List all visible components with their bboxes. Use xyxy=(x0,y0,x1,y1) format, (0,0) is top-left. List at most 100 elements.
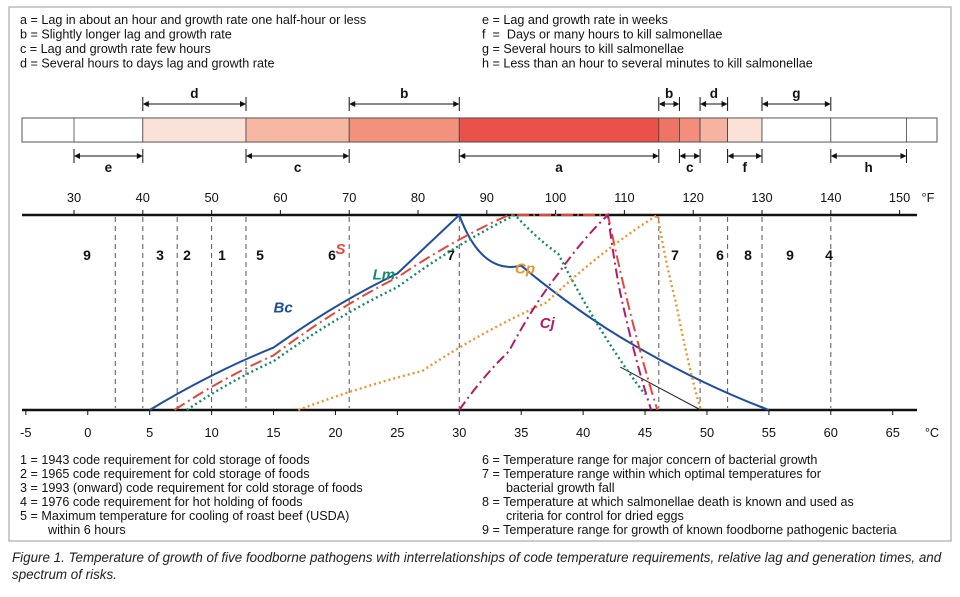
c-tick-label-5: 5 xyxy=(146,425,153,440)
note-2: 2 = 1965 code requirement for cold stora… xyxy=(20,467,310,481)
c-tick-label-65: 65 xyxy=(886,425,900,440)
ref-label-11: 4 xyxy=(825,247,833,263)
bottom-arrow-5-head-right xyxy=(900,153,907,159)
bottom-arrow-3-head-left xyxy=(679,153,686,159)
top-arrow-2-label: b xyxy=(665,86,673,101)
top-arrow-0-head-left xyxy=(142,101,149,107)
curve-cj xyxy=(458,212,653,411)
figure-caption: Figure 1. Temperature of growth of five … xyxy=(12,550,942,582)
black-cooling-line xyxy=(620,366,702,411)
bottom-arrow-5-label: h xyxy=(865,160,873,175)
temperature-axes: 30 40 50 60 70 80 90 100 110 120 130 140 150 °F-5 0 5 10… xyxy=(20,190,939,440)
c-tick-label-30: 30 xyxy=(452,425,466,440)
bottom-arrow-5: h xyxy=(830,149,907,175)
ref-label-6: 7 xyxy=(447,247,455,263)
legend-item-h: h = Less than an hour to several minutes… xyxy=(482,57,813,71)
top-arrow-4-head-left xyxy=(762,101,768,107)
top-arrow-3: d xyxy=(699,86,729,111)
top-arrow-1-head-right xyxy=(453,101,460,107)
bottom-arrow-0: e xyxy=(73,149,144,175)
c-tick-label-15: 15 xyxy=(266,425,280,440)
bottom-arrow-2-label: a xyxy=(555,160,563,175)
top-arrow-2: b xyxy=(658,86,680,111)
top-arrow-2-head-right xyxy=(673,101,680,107)
bar-segment-4 xyxy=(458,117,660,143)
bar-segment-10 xyxy=(830,117,907,143)
bar-segment-6 xyxy=(679,117,701,143)
curve-cp xyxy=(297,213,702,412)
c-tick-label-10: 10 xyxy=(204,425,218,440)
c-tick-label-25: 25 xyxy=(390,425,404,440)
f-tick-label-50: 50 xyxy=(204,190,218,205)
c-tick-label-40: 40 xyxy=(576,425,590,440)
ref-label-3: 1 xyxy=(218,247,226,263)
top-arrow-1-label: b xyxy=(400,86,408,101)
legend-item-a: a = Lag in about an hour and growth rate… xyxy=(20,13,366,27)
bottom-arrow-5-head-left xyxy=(830,153,837,159)
f-tick-label-130: 130 xyxy=(751,190,772,205)
note-5: 5 = Maximum temperature for cooling of r… xyxy=(20,509,349,523)
c-tick-label--5: -5 xyxy=(20,425,31,440)
bottom-arrow-0-head-right xyxy=(136,153,143,159)
note-8-cont: criteria for control for dried eggs xyxy=(506,509,684,523)
c-tick-label-45: 45 xyxy=(638,425,652,440)
bottom-arrow-1: c xyxy=(245,149,350,175)
note-1: 1 = 1943 code requirement for cold stora… xyxy=(20,453,310,467)
ref-label-0: 9 xyxy=(83,247,91,263)
top-arrow-1-head-left xyxy=(349,101,356,107)
legend-item-d: d = Several hours to days lag and growth… xyxy=(20,57,274,71)
ref-label-1: 3 xyxy=(156,247,164,263)
bar-segment-0 xyxy=(73,117,144,143)
number-notes: 1 = 1943 code requirement for cold stora… xyxy=(20,453,897,537)
bar-segment-7 xyxy=(699,117,729,143)
ref-label-7: 7 xyxy=(671,247,679,263)
top-arrow-0: d xyxy=(142,86,247,111)
curve-label-lm: Lm xyxy=(373,266,396,283)
bottom-arrow-0-head-left xyxy=(74,153,80,159)
figure-frame xyxy=(8,6,952,542)
bottom-arrow-1-head-left xyxy=(246,153,252,159)
bar-segment-5 xyxy=(658,117,680,143)
note-9: 9 = Temperature range for growth of know… xyxy=(482,523,897,537)
note-7-cont: bacterial growth fall xyxy=(506,481,615,495)
reference-lines: 9 3 2 1 5 6 7 7 6 8 9 4 xyxy=(83,217,833,408)
top-arrow-3-head-left xyxy=(700,101,707,107)
bar-segment-9 xyxy=(761,117,832,143)
f-unit-label: °F xyxy=(922,190,935,205)
bottom-arrow-4-head-left xyxy=(727,153,734,159)
legend-item-e: e = Lag and growth rate in weeks xyxy=(482,13,668,27)
bottom-arrow-2-head-left xyxy=(459,153,466,159)
curve-label-cp: Cp xyxy=(515,261,535,278)
bottom-arrow-0-label: e xyxy=(105,160,113,175)
f-tick-label-80: 80 xyxy=(411,190,425,205)
bottom-arrow-3-label: c xyxy=(686,160,694,175)
top-arrow-0-head-right xyxy=(240,101,246,107)
note-4: 4 = 1976 code requirement for hot holdin… xyxy=(20,495,303,509)
lag-range-arrows: d b b d g e c a c f h xyxy=(73,86,907,175)
bottom-arrow-3-head-right xyxy=(694,153,701,159)
bottom-arrow-1-head-right xyxy=(343,153,350,159)
c-tick-label-50: 50 xyxy=(700,425,714,440)
curve-label-s: S xyxy=(335,241,345,258)
ref-label-5: 6 xyxy=(328,247,336,263)
f-tick-label-30: 30 xyxy=(67,190,81,205)
note-8: 8 = Temperature at which salmonellae dea… xyxy=(482,495,854,509)
curve-bc xyxy=(149,213,770,411)
top-arrow-2-head-left xyxy=(658,101,665,107)
top-arrow-4: g xyxy=(761,86,832,111)
top-arrow-0-label: d xyxy=(190,86,198,101)
bar-segment-3 xyxy=(348,117,460,143)
legend-item-g: g = Several hours to kill salmonellae xyxy=(482,42,684,56)
f-tick-label-60: 60 xyxy=(273,190,287,205)
risk-spectrum-bar xyxy=(21,117,938,143)
f-tick-label-140: 140 xyxy=(820,190,841,205)
top-arrow-3-label: d xyxy=(710,86,718,101)
note-6: 6 = Temperature range for major concern … xyxy=(482,453,817,467)
curve-label-cj: Cj xyxy=(540,315,556,332)
bottom-arrow-4: f xyxy=(727,149,763,175)
bottom-arrow-4-label: f xyxy=(743,160,748,175)
growth-curves: Bc S Lm Cp Cj xyxy=(149,212,770,412)
f-tick-label-120: 120 xyxy=(683,190,704,205)
bar-segment-1 xyxy=(142,117,247,143)
